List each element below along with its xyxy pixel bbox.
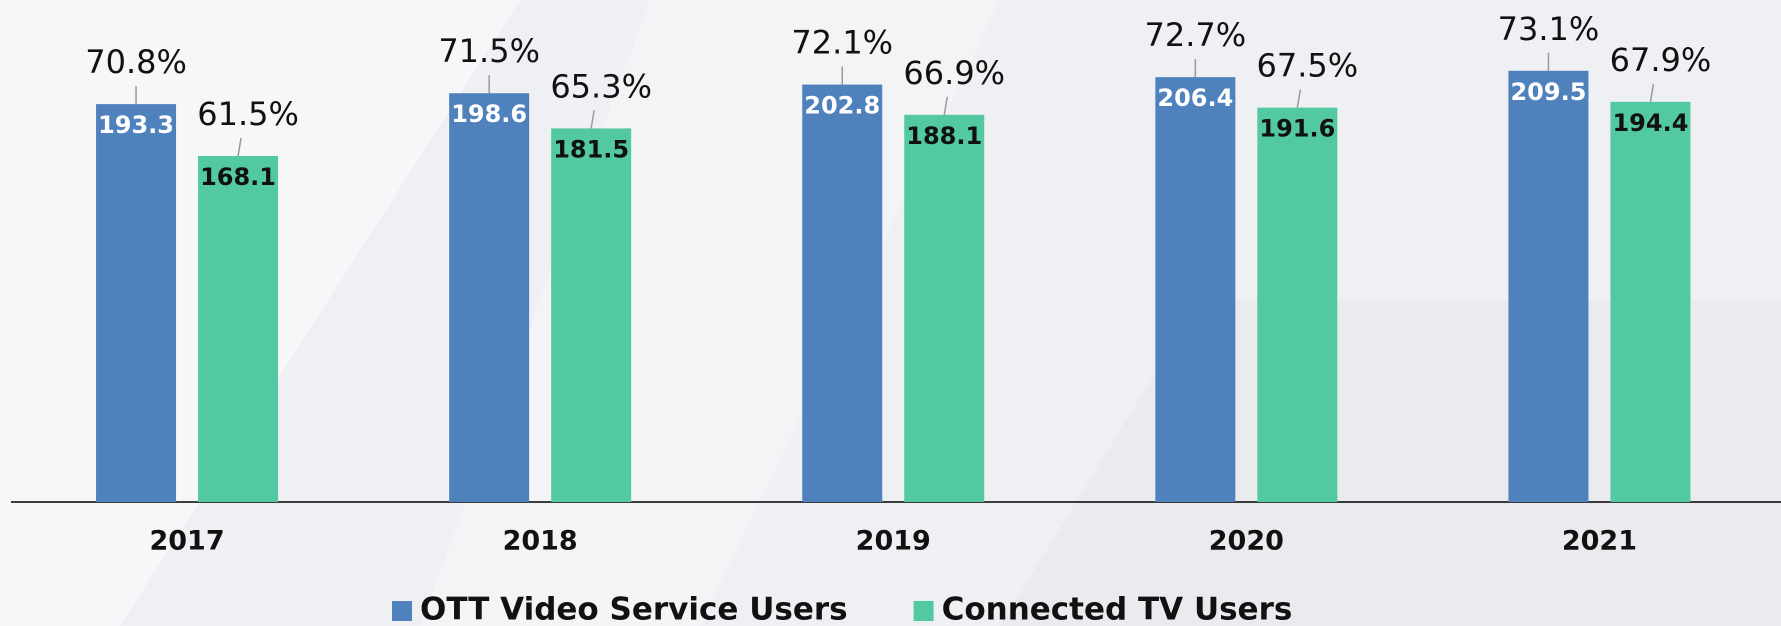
bar — [449, 93, 530, 502]
bar — [1257, 107, 1338, 502]
share-label: 65.3% — [550, 67, 652, 105]
share-label: 67.5% — [1257, 47, 1359, 85]
value-label: 194.4 — [1612, 109, 1688, 137]
x-tick-label: 2018 — [503, 526, 578, 557]
bar — [1610, 101, 1691, 503]
bar — [551, 128, 632, 502]
x-tick-label: 2017 — [149, 526, 224, 557]
legend-swatch — [392, 601, 412, 621]
legend-label: Connected TV Users — [942, 592, 1293, 626]
bar — [802, 84, 883, 502]
share-label: 71.5% — [438, 32, 540, 70]
leader-line — [1296, 89, 1302, 108]
value-label: 206.4 — [1157, 84, 1233, 112]
leader-line — [1649, 83, 1655, 102]
value-label: 188.1 — [906, 122, 982, 150]
value-label: 209.5 — [1510, 78, 1586, 106]
value-label: 198.6 — [451, 100, 527, 128]
share-label: 66.9% — [903, 54, 1005, 92]
leader-line — [237, 137, 242, 157]
value-label: 191.6 — [1259, 115, 1335, 143]
value-label: 168.1 — [200, 163, 276, 191]
value-label: 202.8 — [804, 92, 880, 120]
value-label: 181.5 — [553, 135, 629, 163]
share-label: 70.8% — [85, 43, 187, 81]
share-label: 67.9% — [1610, 41, 1712, 79]
legend-swatch — [913, 601, 934, 621]
share-label: 73.1% — [1498, 10, 1600, 48]
x-tick-label: 2020 — [1209, 526, 1284, 557]
share-label: 72.7% — [1145, 16, 1247, 54]
leader-line — [590, 110, 595, 129]
leader-line — [943, 96, 948, 115]
bar — [96, 104, 177, 502]
bar — [1155, 77, 1236, 502]
bar — [904, 114, 985, 502]
bar — [198, 155, 279, 502]
share-label: 72.1% — [791, 24, 893, 62]
share-label: 61.5% — [197, 95, 299, 133]
bar — [1508, 70, 1589, 502]
value-label: 193.3 — [98, 111, 174, 139]
legend-label: OTT Video Service Users — [420, 592, 848, 626]
x-tick-label: 2021 — [1562, 526, 1637, 557]
x-tick-label: 2019 — [856, 526, 931, 557]
